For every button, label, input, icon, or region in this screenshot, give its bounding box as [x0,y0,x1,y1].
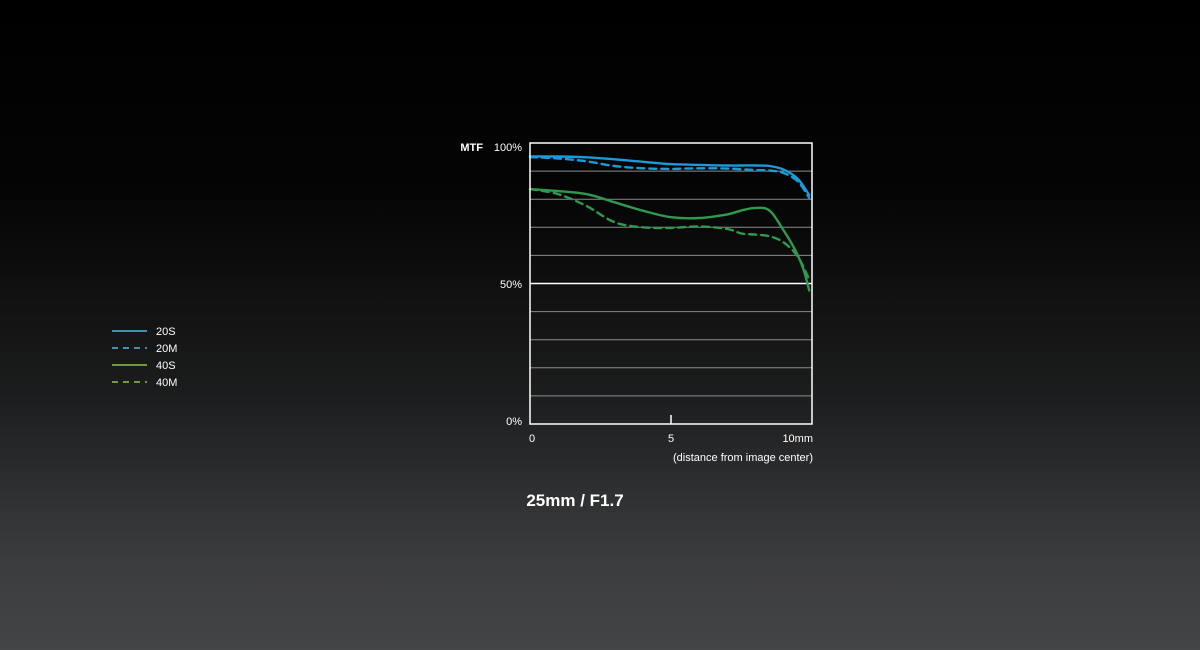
y-tick-label-50: 50% [500,279,522,291]
x-tick-label-0: 0 [529,433,535,445]
series-line-20s [528,155,811,197]
y-axis-label: MTF [460,142,483,154]
grid-lines [530,170,812,397]
chart-caption: 25mm / F1.7 [526,491,623,510]
x-tick-label-5: 5 [668,433,674,445]
y-tick-label-0: 0% [506,416,522,428]
series-line-20m [528,155,811,199]
legend-label-40m: 40M [156,377,177,389]
series-lines [528,155,811,292]
x-axis-label: (distance from image center) [673,452,813,464]
legend-label-40s: 40S [156,360,176,372]
x-tick-label-10mm: 10mm [782,433,813,445]
legend: 20S 20M 40S 40M [112,326,177,389]
series-line-40m [528,187,811,281]
legend-label-20m: 20M [156,343,177,355]
legend-label-20s: 20S [156,326,176,338]
y-tick-label-100: 100% [494,142,522,154]
series-line-40s [528,187,811,292]
